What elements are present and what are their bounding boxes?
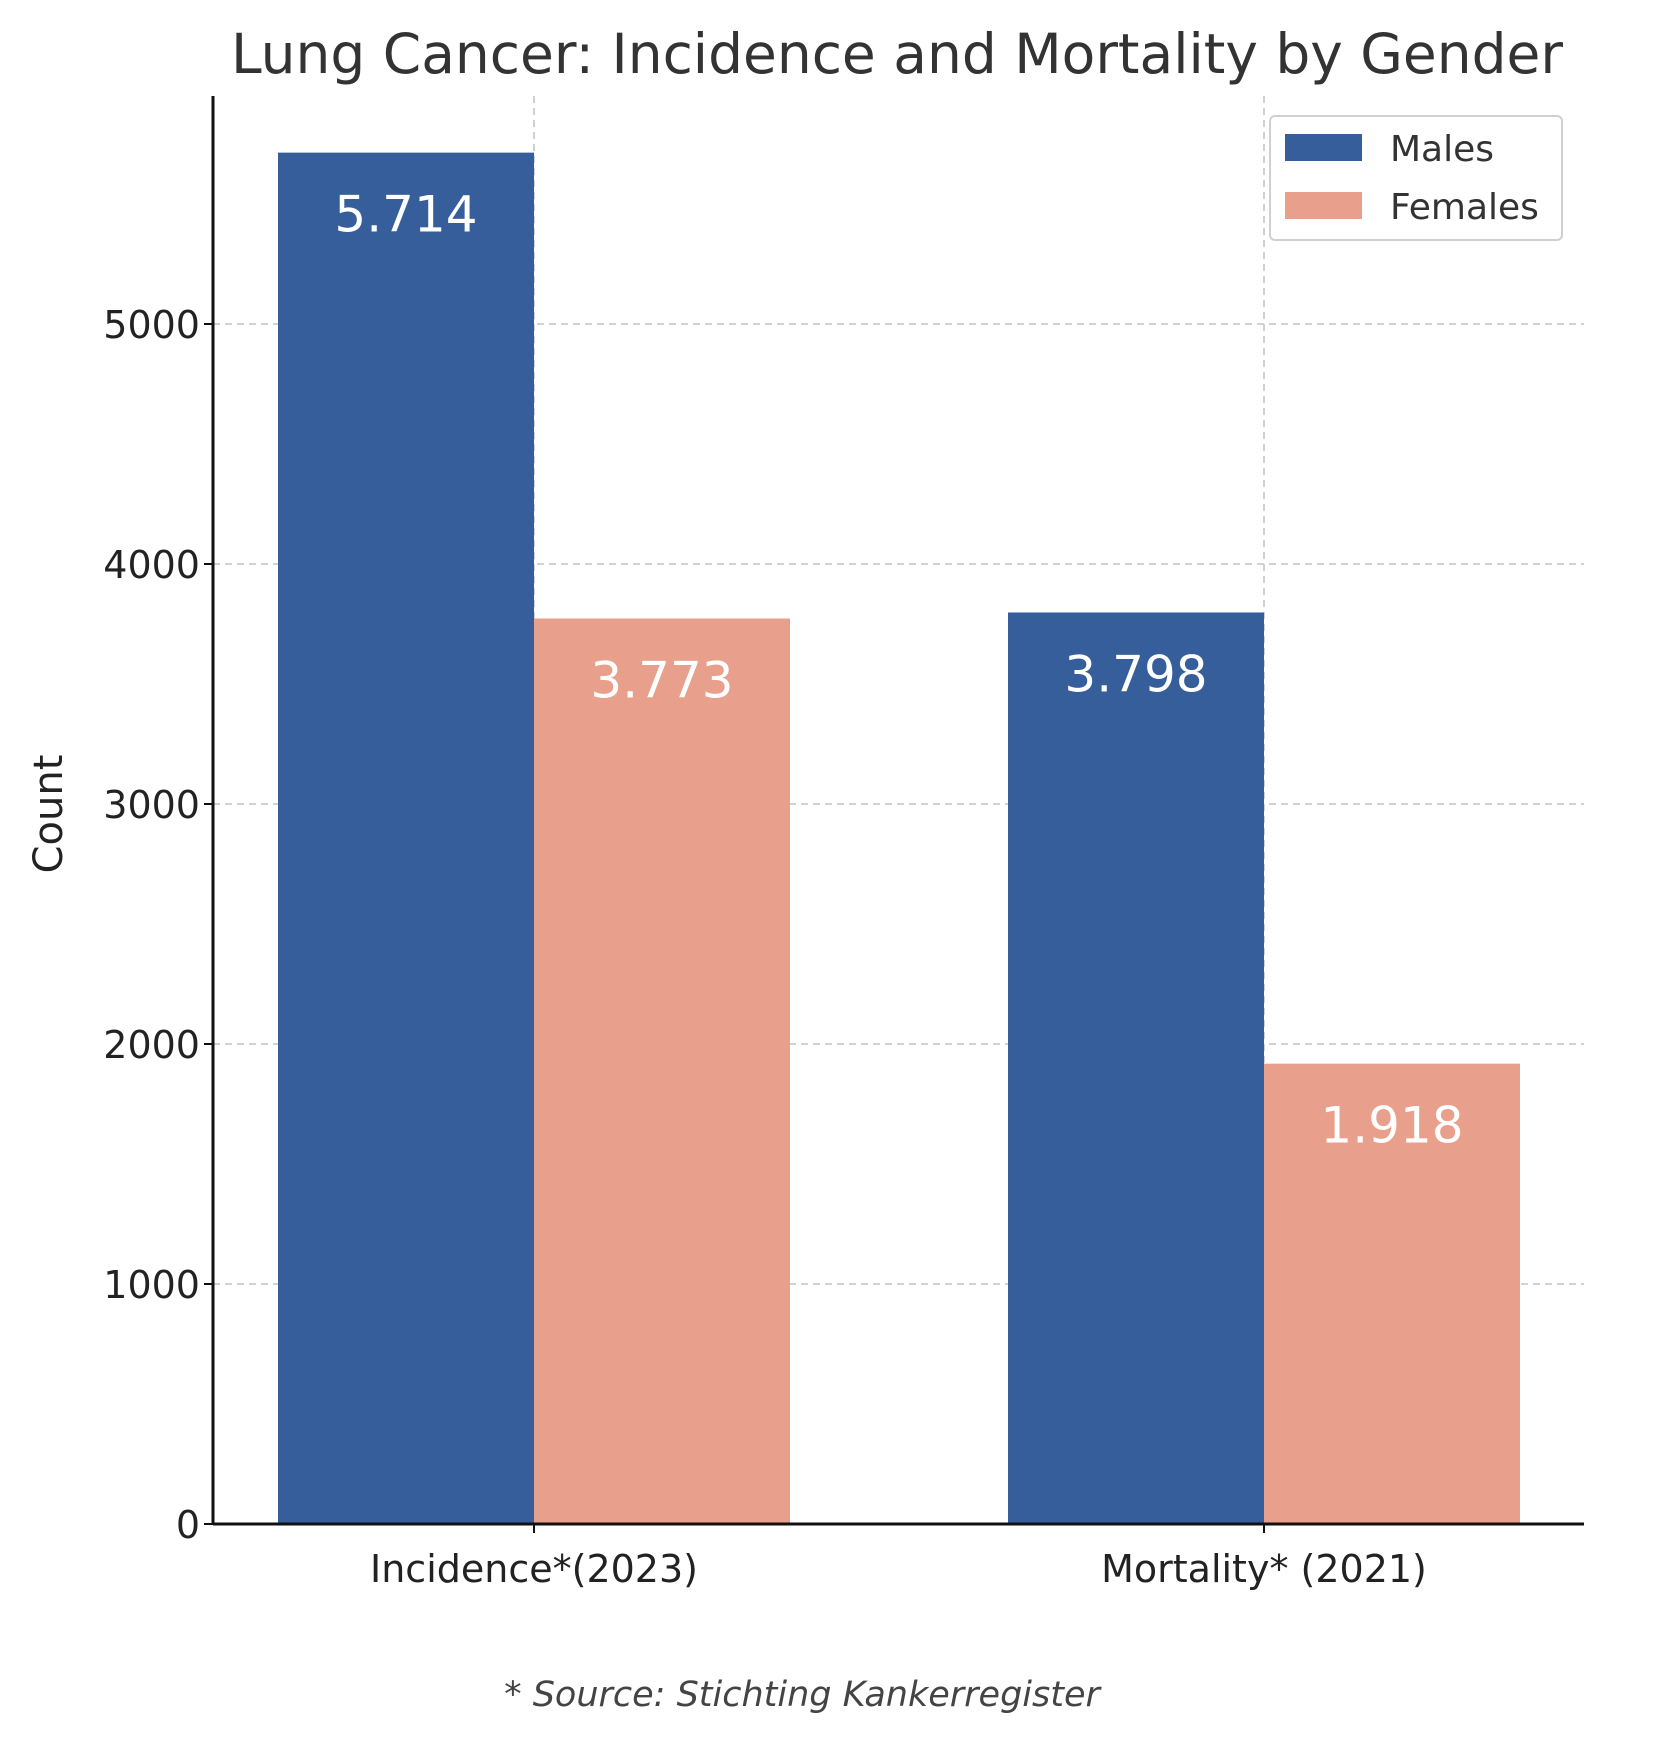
y-ticks: 0 1000 2000 3000 4000 5000 bbox=[103, 303, 213, 1547]
legend-label-males: Males bbox=[1390, 129, 1494, 170]
y-tick-label-4000: 4000 bbox=[103, 543, 200, 587]
chart-title: Lung Cancer: Incidence and Mortality by … bbox=[231, 22, 1563, 86]
legend: Males Females bbox=[1269, 115, 1563, 241]
bar-males-0 bbox=[278, 152, 534, 1524]
bar-value-labels: 5.714 3.798 3.773 1.918 bbox=[334, 186, 1463, 1155]
x-ticks: Incidence*(2023) Mortality* (2021) bbox=[370, 1524, 1427, 1591]
bar-label-males-0: 5.714 bbox=[334, 186, 477, 244]
bar-females-1 bbox=[1264, 1063, 1520, 1524]
bar-label-males-1: 3.798 bbox=[1064, 645, 1207, 703]
y-tick-label-0: 0 bbox=[176, 1503, 200, 1547]
y-tick-label-5000: 5000 bbox=[103, 303, 200, 347]
y-axis-label: Count bbox=[26, 755, 72, 874]
legend-label-females: Females bbox=[1390, 187, 1539, 228]
legend-swatch-males bbox=[1285, 134, 1362, 161]
bar-label-females-0: 3.773 bbox=[590, 651, 733, 709]
y-tick-label-2000: 2000 bbox=[103, 1023, 200, 1067]
x-tick-label-1: Mortality* (2021) bbox=[1101, 1547, 1427, 1591]
x-tick-label-0: Incidence*(2023) bbox=[370, 1547, 698, 1591]
bar-label-females-1: 1.918 bbox=[1320, 1097, 1463, 1155]
source-footnote: * Source: Stichting Kankerregister bbox=[504, 1675, 1102, 1715]
y-tick-label-1000: 1000 bbox=[103, 1263, 200, 1307]
bar-females-0 bbox=[534, 618, 790, 1524]
bar-males-1 bbox=[1008, 612, 1264, 1524]
legend-swatch-females bbox=[1285, 192, 1362, 219]
bars bbox=[278, 152, 1520, 1524]
y-tick-label-3000: 3000 bbox=[103, 783, 200, 827]
